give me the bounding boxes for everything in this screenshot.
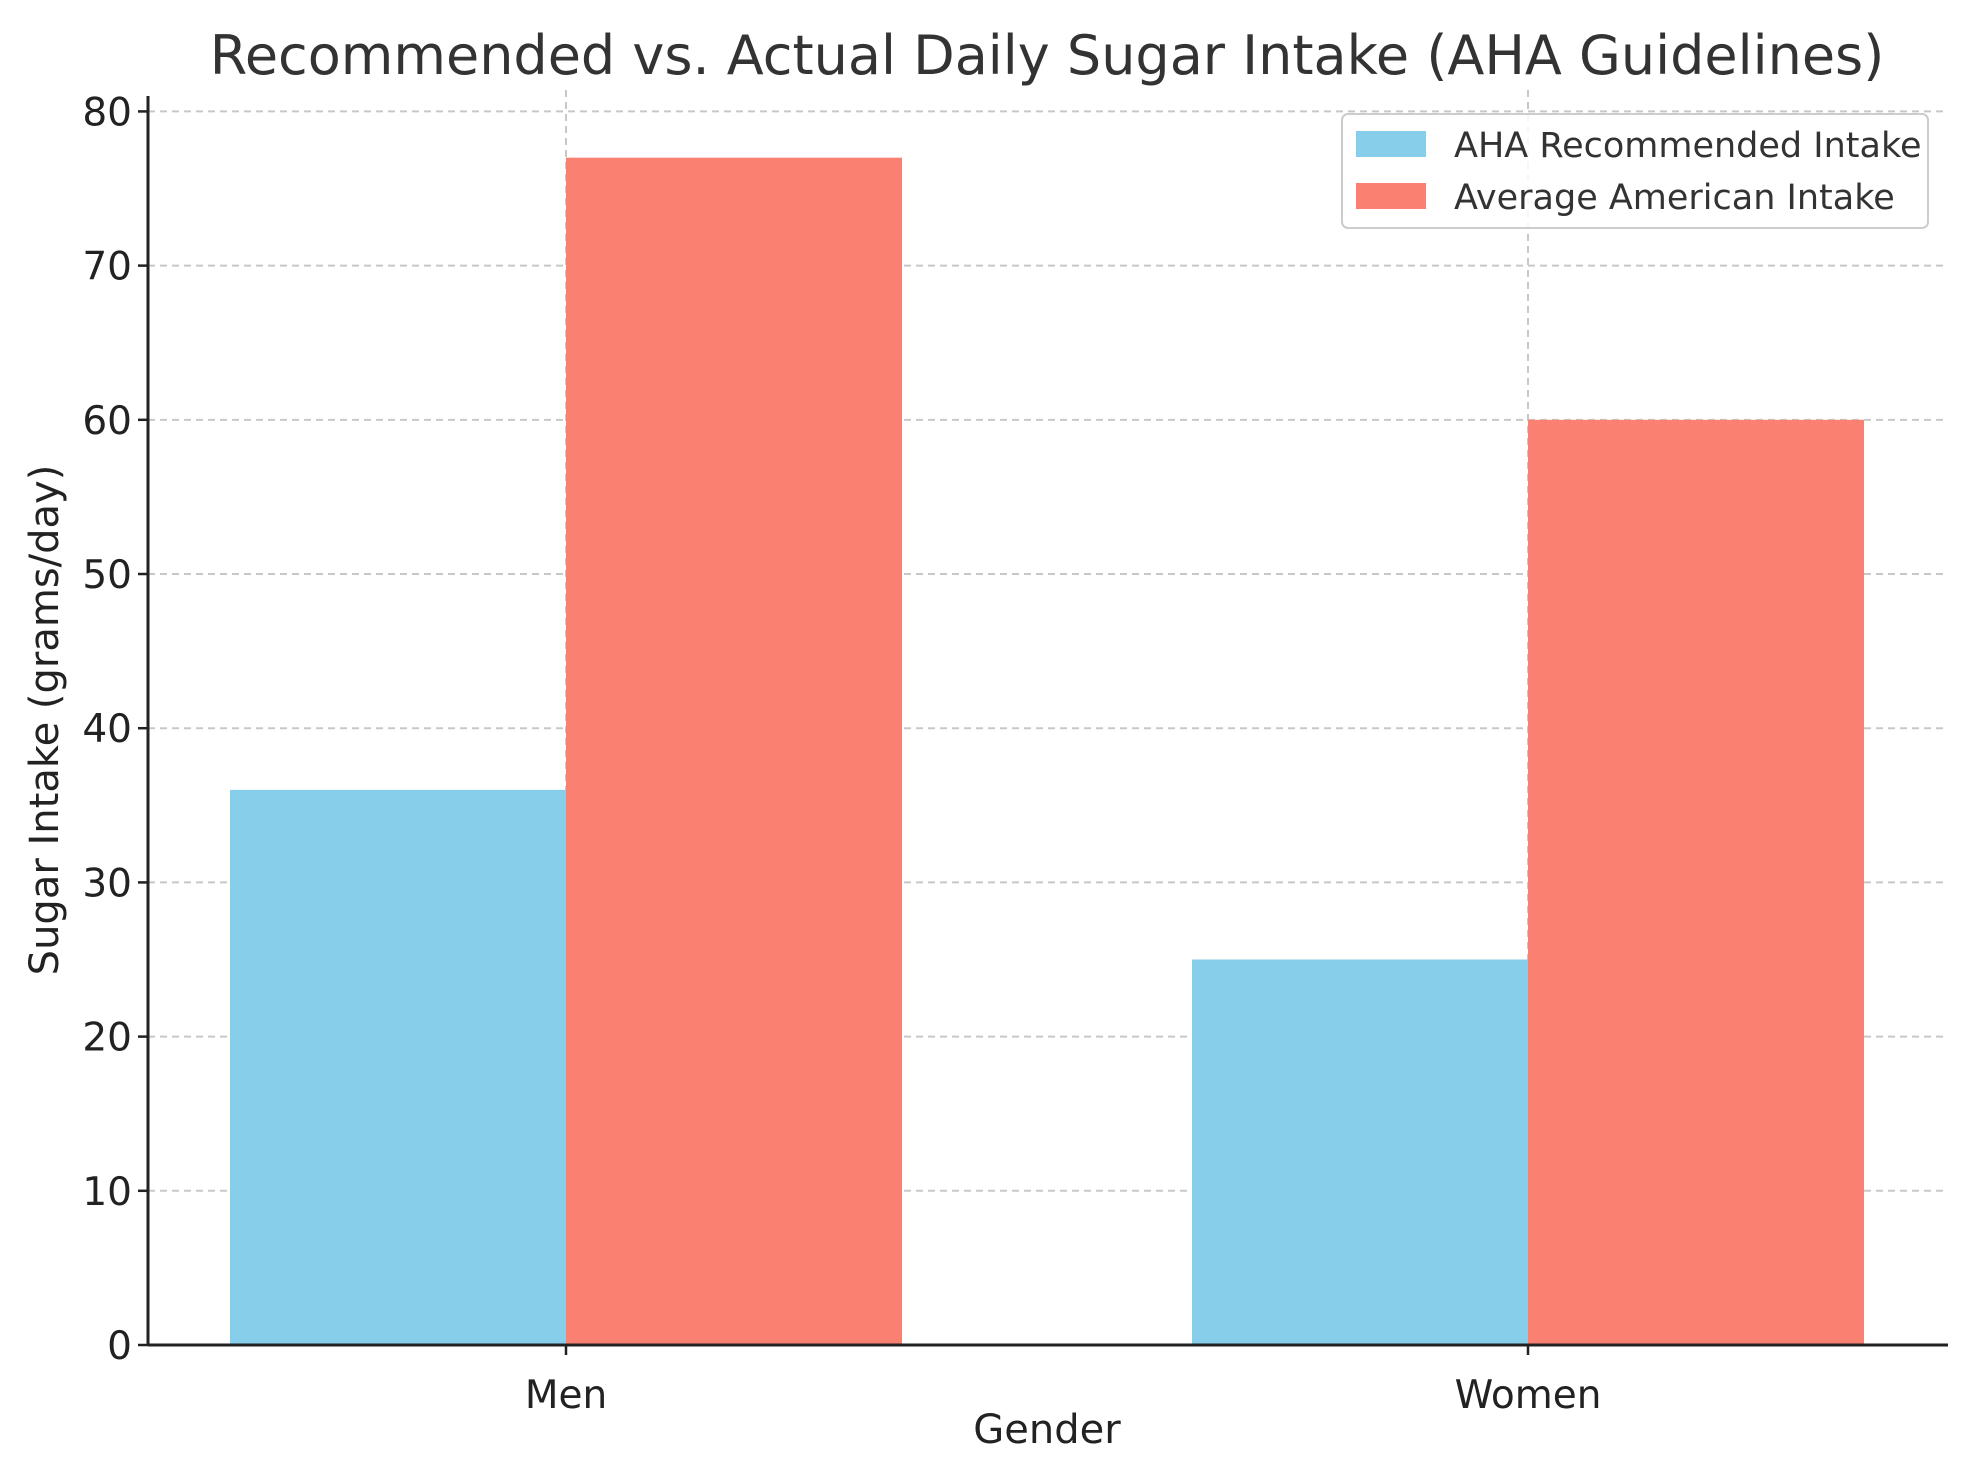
legend: AHA Recommended Intake Average American … [1341,113,1929,229]
tick-labels: 0 10 20 30 40 50 60 70 80 Men Women [82,90,1601,1418]
legend-frame [1341,113,1929,229]
chart-title: Recommended vs. Actual Daily Sugar Intak… [210,24,1885,87]
x-tick-label: Women [1455,1373,1602,1418]
y-tick-label: 50 [82,553,132,598]
y-tick-label: 0 [107,1324,132,1369]
bars [230,157,1864,1346]
y-tick-label: 70 [82,245,132,290]
axes [138,96,1948,1355]
y-tick-label: 40 [82,707,132,752]
legend-swatch-recommended [1356,131,1426,157]
bar-men-series-0 [230,789,566,1345]
bar-men-series-1 [566,157,902,1346]
x-tick-label: Men [525,1373,607,1418]
y-tick-label: 30 [82,861,132,906]
y-tick-label: 20 [82,1016,132,1061]
y-tick-label: 80 [82,90,132,135]
legend-label-recommended: AHA Recommended Intake [1454,126,1922,166]
legend-label-average: Average American Intake [1454,178,1895,218]
bar-women-series-1 [1528,419,1864,1345]
legend-swatch-average [1356,183,1426,209]
y-tick-label: 60 [82,399,132,444]
bar-women-series-0 [1192,959,1528,1345]
y-axis-label: Sugar Intake (grams/day) [22,465,68,976]
y-tick-label: 10 [82,1170,132,1215]
x-axis-label: Gender [973,1407,1121,1453]
